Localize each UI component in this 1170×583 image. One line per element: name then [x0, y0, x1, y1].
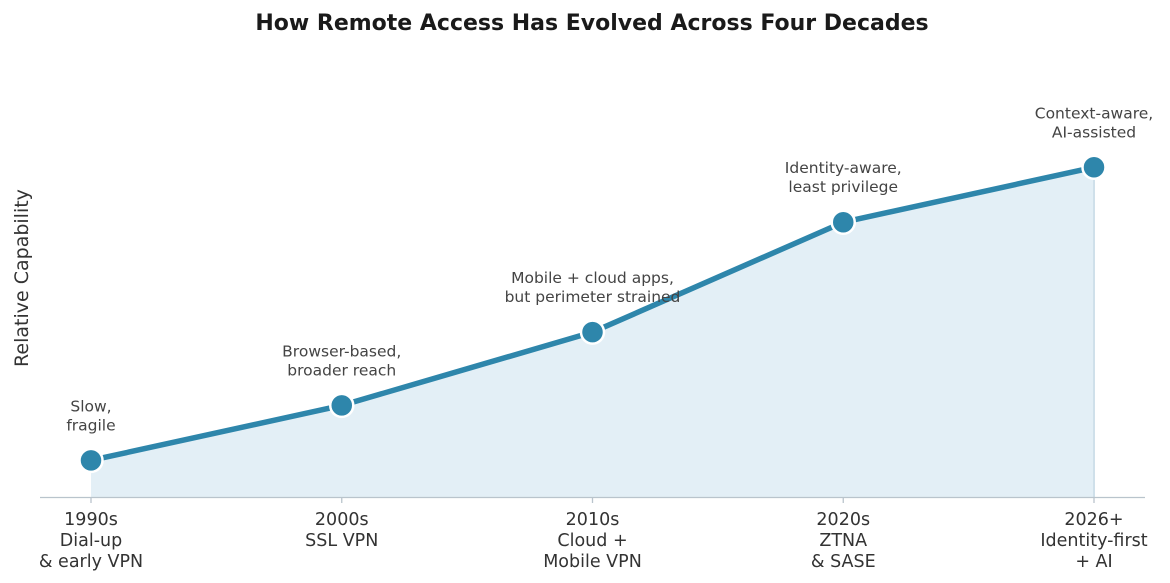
x-tick-label: 2020s ZTNA & SASE	[811, 510, 876, 572]
data-point	[78, 447, 104, 474]
data-point	[830, 209, 856, 235]
data-point	[579, 319, 606, 345]
x-tick-label: 1990s Dial-up & early VPN	[39, 510, 143, 572]
chart-title: How Remote Access Has Evolved Across Fou…	[255, 11, 928, 36]
point-annotation: Browser-based, broader reach	[282, 342, 401, 379]
x-tick-label: 2000s SSL VPN	[305, 510, 378, 551]
y-axis-label: Relative Capability	[11, 189, 33, 367]
data-point	[1081, 154, 1107, 181]
x-tick-label: 2010s Cloud + Mobile VPN	[543, 510, 642, 572]
plot-area: Slow, fragile Browser-based, broader reach M…	[39, 104, 1153, 572]
data-point	[329, 392, 355, 419]
point-annotation: Identity-aware, least privilege	[785, 159, 902, 196]
point-annotation: Mobile + cloud apps, but perimeter strain…	[505, 269, 681, 306]
point-annotation: Context-aware, AI-assisted	[1035, 104, 1153, 141]
x-tick-label: 2026+ Identity-first + AI	[1040, 510, 1147, 572]
point-annotation: Slow, fragile	[66, 397, 115, 434]
